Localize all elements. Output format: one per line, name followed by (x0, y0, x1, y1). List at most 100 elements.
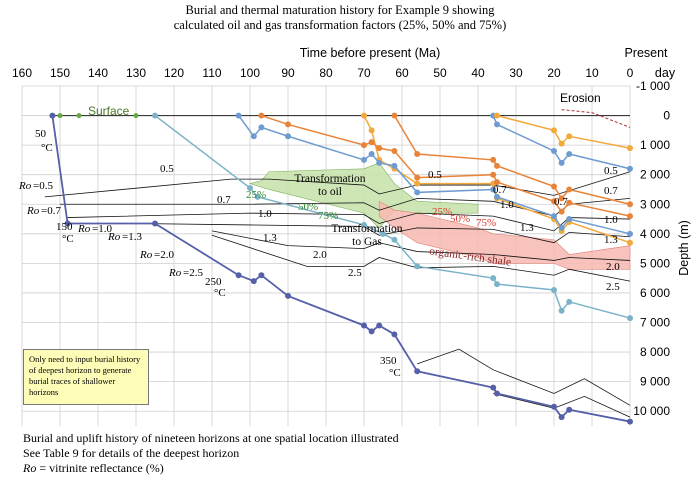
horizon-point (361, 322, 367, 329)
ro-label-1-3: Ro =1.3 (107, 231, 142, 243)
horizon-point (152, 112, 158, 119)
horizon-point (558, 159, 565, 166)
isoline-value-label: 0.7 (493, 184, 507, 196)
transformation-zones (248, 162, 631, 270)
horizon-point (551, 183, 557, 190)
caption-line-3: Ro = vitrinite reflectance (%) (23, 461, 164, 475)
horizon-point (494, 121, 500, 128)
x-tick-label: 0 (627, 66, 634, 80)
horizon-point (376, 159, 383, 166)
horizon-point (254, 193, 261, 200)
isoline-value-label: 1.3 (520, 222, 534, 234)
horizon-point (627, 201, 633, 208)
horizon-point (414, 174, 421, 181)
horizon-point (494, 112, 500, 119)
horizon-point (551, 127, 557, 134)
horizon-point (627, 315, 633, 322)
x-tick-label: 110 (202, 66, 221, 80)
x-tick-label: 150 (50, 66, 70, 80)
horizon-point (285, 292, 291, 299)
y-tick-label: 3 000 (640, 197, 670, 211)
svg-text:=2.0: =2.0 (154, 249, 174, 261)
horizon-point (551, 403, 557, 410)
caption-line-2: See Table 9 for details of the deepest h… (23, 446, 240, 460)
horizon-point (566, 151, 573, 157)
oil-25-percent-label: 25% (246, 189, 266, 201)
horizon-point (258, 272, 265, 279)
svg-text:250: 250 (205, 276, 222, 288)
temperature-label-150: 150 °C (56, 221, 74, 245)
horizon-point (558, 195, 565, 202)
svg-text:350: 350 (380, 355, 397, 367)
x-tick-label: 120 (164, 66, 184, 80)
horizon-point (490, 384, 497, 391)
horizon-point (414, 368, 421, 375)
x-tick-labels: 160 150 140 130 120 110 100 90 80 70 60 50 40 30 20 10 0 (12, 66, 634, 80)
gas-transformation-zone (378, 200, 631, 270)
svg-text:=2.5: =2.5 (183, 267, 203, 279)
svg-text:Ro: Ro (168, 267, 182, 279)
horizon-point (494, 390, 500, 397)
horizon-point (551, 148, 557, 155)
isoline-value-label: 2.5 (348, 267, 362, 279)
horizon-point (391, 236, 398, 243)
horizon-point (566, 298, 573, 305)
svg-text:50: 50 (35, 128, 47, 140)
oil-50-percent-label: 50% (298, 201, 318, 213)
x-tick-label: 10 (585, 66, 599, 80)
horizon-point (376, 145, 383, 152)
x-tick-label: 70 (357, 66, 371, 80)
horizon-point (380, 230, 386, 237)
erosion-label: Erosion (560, 91, 601, 105)
y-tick-label: 0 (663, 109, 670, 123)
y-tick-label: 2 000 (640, 168, 670, 182)
horizon-series-layer (49, 109, 633, 425)
horizon-point (414, 180, 421, 187)
horizon-point (566, 406, 573, 413)
horizon-point (368, 151, 375, 157)
ro-label-0-5: Ro =0.5 (18, 180, 53, 192)
ro-label-2-0: Ro =2.0 (139, 249, 174, 261)
isoline-value-label: 1.3 (263, 232, 277, 244)
horizon-point (558, 307, 565, 314)
svg-text:Ro: Ro (26, 205, 40, 217)
oil-75-percent-label: 75% (318, 210, 338, 222)
horizon-point (391, 162, 398, 169)
horizon-point (627, 145, 633, 152)
present-day-label-line-2: day (655, 66, 676, 80)
horizon-point (566, 216, 573, 223)
horizon-point (566, 199, 573, 206)
isoline-value-label: 1.3 (604, 234, 618, 246)
gas-75-percent-label: 75% (476, 217, 496, 229)
horizon-point (414, 189, 421, 196)
x-tick-label: 60 (395, 66, 409, 80)
temp-350-isoline (417, 348, 631, 406)
horizon-point (285, 133, 291, 140)
horizon-point (627, 213, 633, 220)
x-tick-label: 50 (433, 66, 447, 80)
x-axis-title: Time before present (Ma) (300, 46, 441, 60)
oil-transformation-zone (248, 162, 479, 229)
surface-point (133, 113, 139, 119)
temp-350-isoline-lower (493, 393, 631, 418)
ro-label-2-5: Ro =2.5 (168, 267, 203, 279)
y-tick-label: 5 000 (640, 256, 670, 270)
x-tick-label: 20 (547, 66, 561, 80)
svg-text:°C: °C (389, 367, 401, 379)
horizon-point (551, 287, 557, 293)
horizon-point (376, 322, 383, 329)
horizon-point (361, 112, 367, 119)
caption-line-1: Burial and uplift history of nineteen ho… (23, 431, 399, 445)
horizon-point (391, 112, 398, 119)
horizon-point (152, 220, 158, 227)
figure-caption: Burial and uplift history of nineteen ho… (23, 431, 583, 476)
horizon-point (627, 230, 633, 237)
horizon-point (627, 418, 633, 425)
y-tick-label: 6 000 (640, 286, 670, 300)
horizon-point (361, 156, 367, 163)
svg-text:Ro: Ro (107, 231, 121, 243)
horizon-point (49, 112, 56, 119)
horizon-point (490, 186, 497, 193)
horizon-point (551, 198, 557, 205)
